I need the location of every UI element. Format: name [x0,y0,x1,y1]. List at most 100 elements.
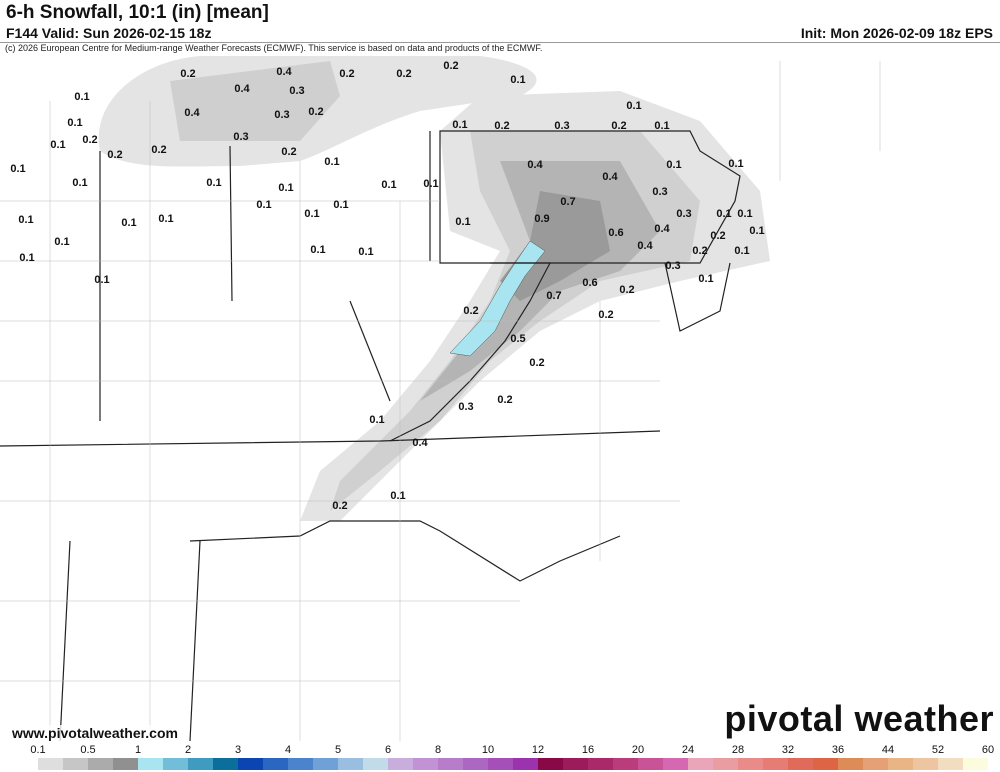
snowfall-value-label: 0.1 [626,100,641,112]
snowfall-value-label: 0.1 [121,217,136,229]
legend-swatch [513,758,538,770]
state-borders [0,130,741,742]
snowfall-value-label: 0.3 [665,260,680,272]
snowfall-value-label: 0.1 [74,91,89,103]
snowfall-value-label: 0.1 [256,199,271,211]
snowfall-value-label: 0.2 [151,144,166,156]
snowfall-value-label: 0.1 [390,490,405,502]
snowfall-value-label: 0.1 [452,119,467,131]
valid-time: F144 Valid: Sun 2026-02-15 18z [6,25,212,41]
snowfall-value-label: 0.1 [158,213,173,225]
value-labels: 0.2 0.4 0.2 0.20.20.10.4 0.30.10.10.20.10.2 0… [10,60,764,512]
map-title: 6-h Snowfall, 10:1 (in) [mean] [6,2,269,23]
legend-swatch [738,758,763,770]
legend-swatch [688,758,713,770]
snowfall-value-label: 0.3 [458,401,473,413]
legend-swatch [213,758,238,770]
legend-swatch [163,758,188,770]
legend-swatch [63,758,88,770]
legend-swatch [813,758,838,770]
snowfall-value-label: 0.4 [637,240,653,252]
legend-swatch [963,758,988,770]
county-lines [0,61,881,741]
snowfall-value-label: 0.4 [234,83,250,95]
snowfall-value-label: 0.2 [710,230,725,242]
legend-swatch [438,758,463,770]
legend-swatch [488,758,513,770]
legend-label: 16 [581,744,595,756]
snowfall-value-label: 0.2 [396,68,411,80]
legend-swatch [413,758,438,770]
snowfall-value-label: 0.1 [50,139,65,151]
snowfall-value-label: 0.1 [324,156,339,168]
snowfall-map: 0.2 0.4 0.2 0.2 0.2 0.1 0.4 0.3 0.1 0.1 0.2 0.1 0.2 0… [0,42,1000,743]
snowfall-value-label: 0.1 [698,273,713,285]
legend-label: 0.5 [80,744,96,756]
snowfall-value-label: 0.4 [276,66,292,78]
snowfall-value-label: 0.2 [463,305,478,317]
legend-label: 8 [434,744,442,756]
snowfall-value-label: 0.1 [94,274,109,286]
snowfall-value-label: 0.1 [10,163,25,175]
website-link[interactable]: www.pivotalweather.com [12,725,178,741]
legend-swatch [863,758,888,770]
snowfall-value-label: 0.2 [598,309,613,321]
legend-swatch [913,758,938,770]
color-legend: 0.1 0.5 1 2 3 4 5 6 8 10 12 16 20 24 28 32 36 44 52 60 [0,742,1000,772]
legend-label: 32 [781,744,795,756]
snowfall-value-label: 0.3 [233,131,248,143]
legend-swatch [788,758,813,770]
snowfall-value-label: 0.1 [666,159,681,171]
legend-swatch [563,758,588,770]
legend-swatch [263,758,288,770]
legend-swatch [388,758,413,770]
legend-swatch [763,758,788,770]
snowfall-value-label: 0.2 [443,60,458,72]
snowfall-value-label: 0.3 [274,109,289,121]
snowfall-value-label: 0.6 [608,227,623,239]
legend-label: 52 [931,744,945,756]
snowfall-value-label: 0.5 [510,333,525,345]
snowfall-value-label: 0.2 [692,245,707,257]
legend-swatch [38,758,63,770]
snowfall-value-label: 0.1 [278,182,293,194]
snowfall-value-label: 0.6 [582,277,597,289]
legend-label: 36 [831,744,845,756]
snowfall-value-label: 0.1 [734,245,749,257]
snowfall-value-label: 0.4 [412,437,428,449]
snowfall-value-label: 0.2 [529,357,544,369]
snowfall-value-label: 0.1 [67,117,82,129]
snowfall-value-label: 0.2 [180,68,195,80]
legend-label: 6 [384,744,392,756]
legend-swatch [138,758,163,770]
init-time: Init: Mon 2026-02-09 18z EPS [800,25,993,41]
pivotal-weather-logo: pivotal weather [724,698,994,739]
snowfall-value-label: 0.1 [369,414,384,426]
snowfall-value-label: 0.2 [494,120,509,132]
legend-swatch [238,758,263,770]
snowfall-value-label: 0.4 [654,223,670,235]
snowfall-value-label: 0.1 [381,179,396,191]
snowfall-value-label: 0.3 [676,208,691,220]
legend-swatch [338,758,363,770]
snowfall-value-label: 0.1 [737,208,752,220]
snowfall-value-label: 0.2 [281,146,296,158]
legend-swatch [363,758,388,770]
snowfall-value-label: 0.2 [611,120,626,132]
legend-label: 4 [284,744,292,756]
copyright-notice: (c) 2026 European Centre for Medium-rang… [3,43,545,53]
legend-swatch [88,758,113,770]
legend-label: 5 [334,744,342,756]
snowfall-value-label: 0.1 [333,199,348,211]
snowfall-value-label: 0.1 [510,74,525,86]
legend-label: 3 [234,744,242,756]
legend-label: 2 [184,744,192,756]
snowfall-value-label: 0.2 [308,106,323,118]
snowfall-value-label: 0.1 [749,225,764,237]
legend-swatch [538,758,563,770]
snowfall-value-label: 0.3 [652,186,667,198]
legend-swatch [13,758,38,770]
legend-swatch [288,758,313,770]
snowfall-value-label: 0.1 [310,244,325,256]
snowfall-value-label: 0.1 [206,177,221,189]
